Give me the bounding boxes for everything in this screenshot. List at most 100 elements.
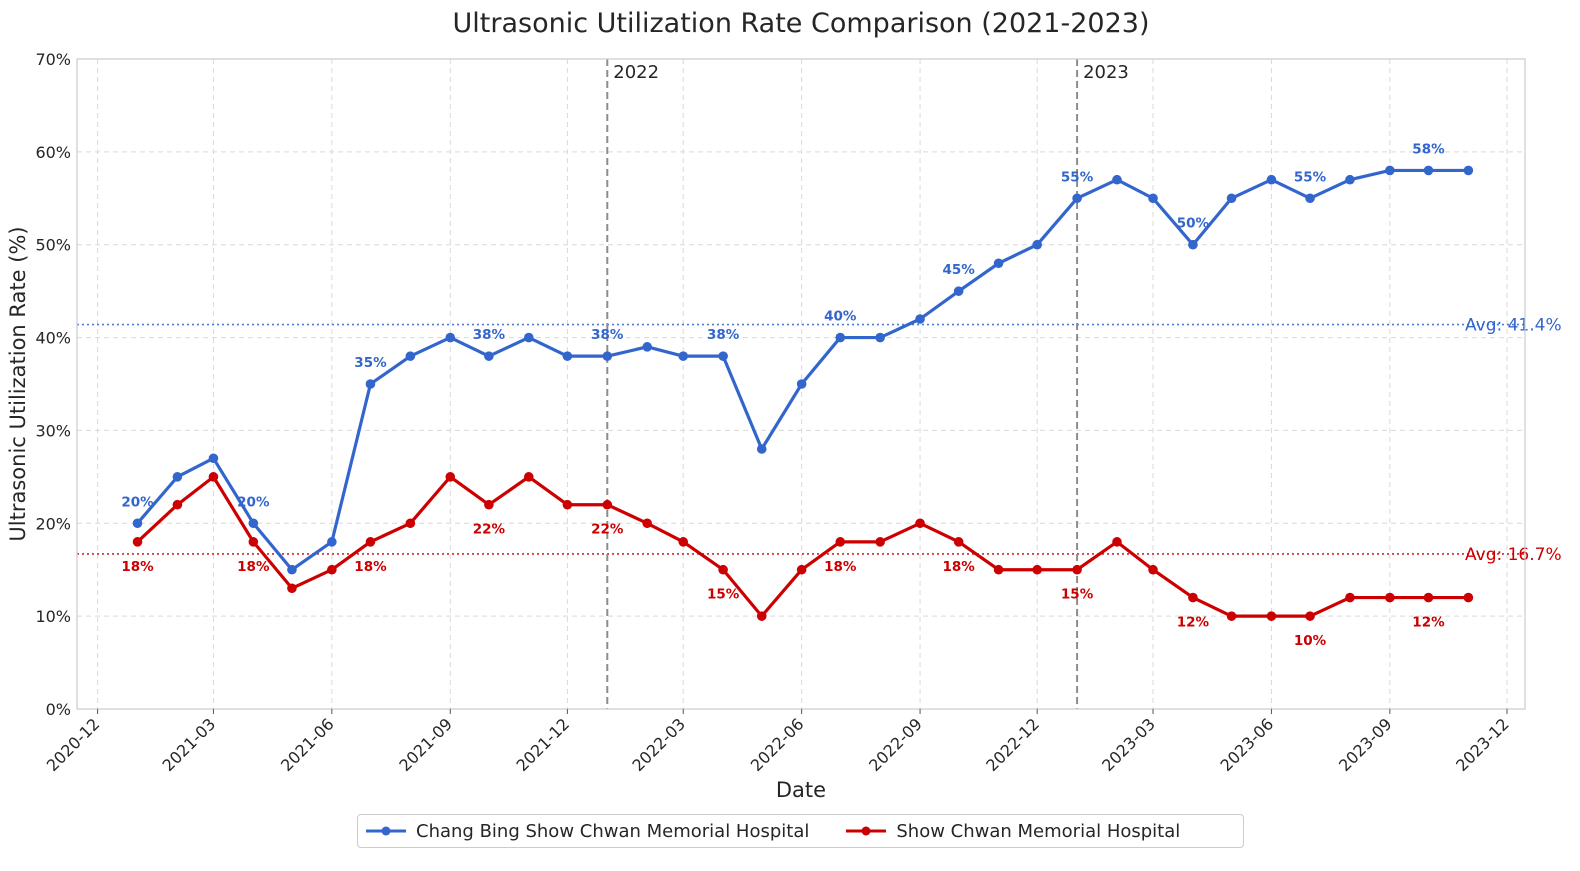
data-point-series-2 <box>1032 564 1042 575</box>
data-point-series-2 <box>562 499 573 510</box>
data-point-series-2 <box>365 537 376 547</box>
year-divider-label: 2022 <box>613 62 659 83</box>
data-label-series-2: 15% <box>1061 587 1094 603</box>
data-label-series-1: 40% <box>824 309 857 325</box>
legend-swatch-series-1 <box>366 826 406 836</box>
data-point-series-1 <box>1032 239 1042 250</box>
data-point-series-1 <box>678 351 689 361</box>
data-point-series-1 <box>1072 193 1082 204</box>
data-point-series-2 <box>915 518 925 529</box>
x-tick-label: 2020-12 <box>43 714 104 775</box>
data-label-series-2: 10% <box>1294 633 1327 649</box>
average-lines: Avg: 41.4% Avg: 16.7% <box>77 316 1562 565</box>
legend-item-series-1: Chang Bing Show Chwan Memorial Hospital <box>366 821 809 842</box>
data-label-series-1: 20% <box>121 494 154 510</box>
x-tick-label: 2022-09 <box>865 714 926 775</box>
y-tick-label: 30% <box>35 421 71 440</box>
data-label-series-2: 12% <box>1177 615 1210 631</box>
data-point-series-1 <box>405 351 416 361</box>
data-label-series-1: 38% <box>473 327 506 343</box>
data-point-series-1 <box>953 286 964 296</box>
data-point-series-2 <box>1345 592 1355 603</box>
data-point-series-2 <box>287 583 297 594</box>
data-point-series-1 <box>602 351 613 361</box>
data-point-series-2 <box>132 537 143 547</box>
series-line-1 <box>136 168 1469 572</box>
data-point-series-1 <box>642 342 652 352</box>
data-label-series-1: 38% <box>591 327 624 343</box>
data-point-series-1 <box>365 379 376 389</box>
x-tick-label: 2023-12 <box>1452 714 1513 775</box>
data-label-series-2: 22% <box>473 522 506 538</box>
data-label-series-1: 35% <box>354 355 387 371</box>
data-point-series-1 <box>172 472 183 482</box>
data-label-series-1: 45% <box>943 262 976 278</box>
data-point-series-2 <box>678 537 689 547</box>
data-label-series-2: 18% <box>943 559 976 575</box>
y-tick-label: 10% <box>35 607 71 626</box>
x-tick-label: 2021-12 <box>513 714 574 775</box>
data-label-series-1: 20% <box>237 494 270 510</box>
data-point-series-1 <box>718 351 728 361</box>
data-label-series-1: 58% <box>1412 141 1445 157</box>
legend-label-series-1: Chang Bing Show Chwan Memorial Hospital <box>416 820 810 842</box>
y-tick-label: 40% <box>35 329 71 348</box>
data-point-series-1 <box>1112 174 1122 185</box>
data-point-series-1 <box>248 518 259 529</box>
data-point-series-2 <box>484 499 494 510</box>
axis-ticks: 0% 10% 20% 30% 40% 50% 60% 70% 2020-12 2021-03 202… <box>35 50 1512 775</box>
data-point-series-1 <box>1463 165 1474 176</box>
data-point-series-2 <box>1305 611 1315 621</box>
legend-item-series-2: Show Chwan Memorial Hospital <box>846 821 1180 842</box>
data-point-series-1 <box>875 332 885 343</box>
data-point-series-1 <box>796 379 807 389</box>
x-axis-label: Date <box>776 778 826 802</box>
x-tick-label: 2023-09 <box>1335 714 1396 775</box>
x-tick-label: 2022-12 <box>982 714 1043 775</box>
series-line-2 <box>136 475 1469 618</box>
data-point-series-2 <box>208 472 219 482</box>
data-point-series-2 <box>1423 592 1434 603</box>
x-tick-label: 2021-09 <box>395 714 456 775</box>
data-point-series-1 <box>523 332 534 343</box>
data-label-series-2: 18% <box>824 559 857 575</box>
y-axis-label: Ultrasonic Utilization Rate (%) <box>6 226 30 541</box>
data-point-series-1 <box>484 351 494 361</box>
data-point-series-1 <box>993 258 1004 269</box>
year-annotations: 2022 2023 <box>606 59 1129 709</box>
data-point-series-2 <box>1385 592 1395 603</box>
data-label-series-1: 55% <box>1294 169 1327 185</box>
y-tick-label: 50% <box>35 236 71 255</box>
x-tick-label: 2022-03 <box>628 714 689 775</box>
data-point-series-1 <box>1188 239 1198 250</box>
x-tick-label: 2023-06 <box>1217 714 1278 775</box>
data-point-series-1 <box>1423 165 1434 176</box>
data-label-series-2: 18% <box>121 559 154 575</box>
data-point-series-2 <box>875 537 885 547</box>
average-label: Avg: 16.7% <box>1465 545 1562 565</box>
data-point-series-2 <box>642 518 652 529</box>
data-point-series-2 <box>756 611 767 621</box>
data-point-series-1 <box>132 518 143 529</box>
data-point-series-2 <box>172 499 183 510</box>
data-point-series-2 <box>1072 564 1082 575</box>
year-divider-label: 2023 <box>1083 62 1129 83</box>
data-label-series-1: 38% <box>707 327 740 343</box>
y-tick-label: 20% <box>35 514 71 533</box>
x-tick-label: 2021-06 <box>277 714 338 775</box>
x-tick-label: 2022-06 <box>747 714 808 775</box>
data-point-series-2 <box>602 499 613 510</box>
data-point-series-1 <box>1226 193 1237 204</box>
data-point-series-1 <box>287 564 297 575</box>
y-tick-label: 60% <box>35 143 71 162</box>
data-label-series-2: 18% <box>237 559 270 575</box>
data-point-series-2 <box>718 564 728 575</box>
data-point-series-2 <box>523 472 534 482</box>
data-point-series-2 <box>327 564 337 575</box>
data-label-series-2: 18% <box>354 559 387 575</box>
legend-label-series-2: Show Chwan Memorial Hospital <box>896 820 1181 842</box>
data-point-series-1 <box>445 332 456 343</box>
data-label-series-2: 22% <box>591 522 624 538</box>
plot-frame <box>76 58 1526 710</box>
data-point-series-1 <box>915 314 925 324</box>
